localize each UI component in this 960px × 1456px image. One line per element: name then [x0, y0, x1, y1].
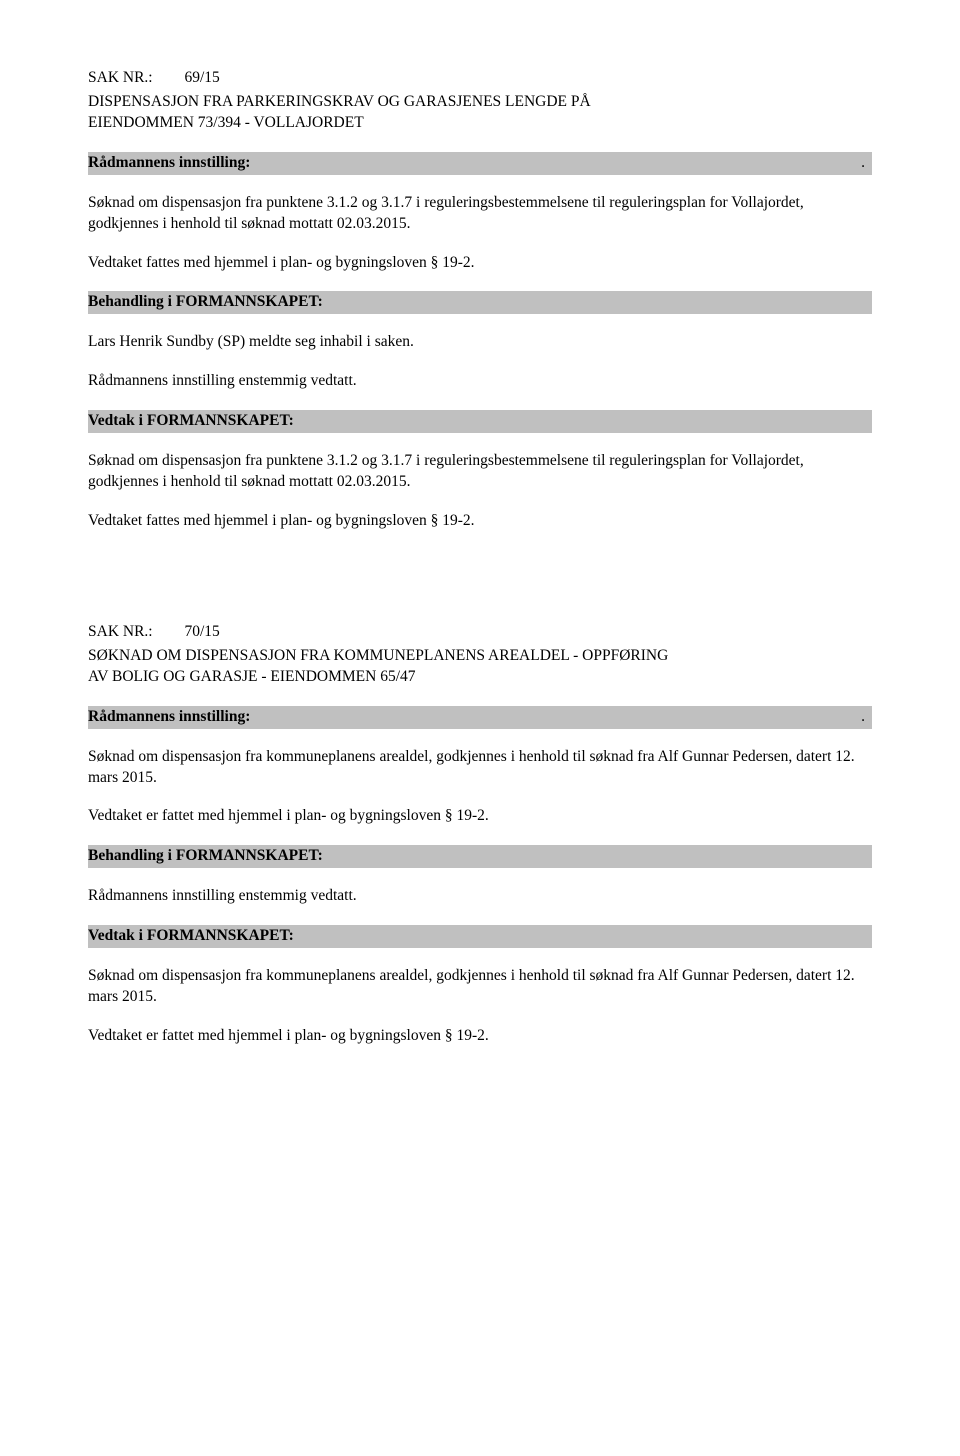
innstilling-header-bar: Rådmannens innstilling: .: [88, 706, 872, 729]
sak-number-line: SAK NR.: 69/15: [88, 68, 872, 89]
case-title: SØKNAD OM DISPENSASJON FRA KOMMUNEPLANEN…: [88, 646, 872, 688]
innstilling-header-bar: Rådmannens innstilling: .: [88, 152, 872, 175]
vedtak-header-text: Vedtak i FORMANNSKAPET:: [88, 927, 294, 944]
case-title-line2: AV BOLIG OG GARASJE - EIENDOMMEN 65/47: [88, 667, 872, 688]
paragraph: Vedtaket fattes med hjemmel i plan- og b…: [88, 253, 872, 274]
behandling-header-text: Behandling i FORMANNSKAPET:: [88, 847, 323, 864]
paragraph: Lars Henrik Sundby (SP) meldte seg inhab…: [88, 332, 872, 353]
innstilling-header-text: Rådmannens innstilling:: [88, 707, 250, 728]
case-69-section: SAK NR.: 69/15 DISPENSASJON FRA PARKERIN…: [88, 68, 872, 532]
innstilling-header-text: Rådmannens innstilling:: [88, 153, 250, 174]
paragraph: Rådmannens innstilling enstemmig vedtatt…: [88, 371, 872, 392]
paragraph: Vedtaket er fattet med hjemmel i plan- o…: [88, 806, 872, 827]
header-dot: .: [861, 153, 869, 174]
paragraph: Søknad om dispensasjon fra punktene 3.1.…: [88, 193, 872, 235]
header-dot: .: [861, 707, 869, 728]
sak-label: SAK NR.:: [88, 623, 153, 640]
sak-number: 69/15: [184, 69, 219, 86]
sak-number: 70/15: [184, 623, 219, 640]
sak-number-line: SAK NR.: 70/15: [88, 622, 872, 643]
case-title: DISPENSASJON FRA PARKERINGSKRAV OG GARAS…: [88, 92, 872, 134]
vedtak-header-bar: Vedtak i FORMANNSKAPET:: [88, 410, 872, 433]
paragraph: Vedtaket fattes med hjemmel i plan- og b…: [88, 511, 872, 532]
paragraph: Søknad om dispensasjon fra punktene 3.1.…: [88, 451, 872, 493]
paragraph: Søknad om dispensasjon fra kommuneplanen…: [88, 966, 872, 1008]
vedtak-header-text: Vedtak i FORMANNSKAPET:: [88, 412, 294, 429]
sak-label: SAK NR.:: [88, 69, 153, 86]
paragraph: Vedtaket er fattet med hjemmel i plan- o…: [88, 1026, 872, 1047]
behandling-header-bar: Behandling i FORMANNSKAPET:: [88, 291, 872, 314]
paragraph: Rådmannens innstilling enstemmig vedtatt…: [88, 886, 872, 907]
behandling-header-bar: Behandling i FORMANNSKAPET:: [88, 845, 872, 868]
vedtak-header-bar: Vedtak i FORMANNSKAPET:: [88, 925, 872, 948]
behandling-header-text: Behandling i FORMANNSKAPET:: [88, 293, 323, 310]
case-70-section: SAK NR.: 70/15 SØKNAD OM DISPENSASJON FR…: [88, 622, 872, 1047]
case-title-line1: DISPENSASJON FRA PARKERINGSKRAV OG GARAS…: [88, 92, 872, 113]
paragraph: Søknad om dispensasjon fra kommuneplanen…: [88, 747, 872, 789]
case-title-line2: EIENDOMMEN 73/394 - VOLLAJORDET: [88, 113, 872, 134]
case-title-line1: SØKNAD OM DISPENSASJON FRA KOMMUNEPLANEN…: [88, 646, 872, 667]
